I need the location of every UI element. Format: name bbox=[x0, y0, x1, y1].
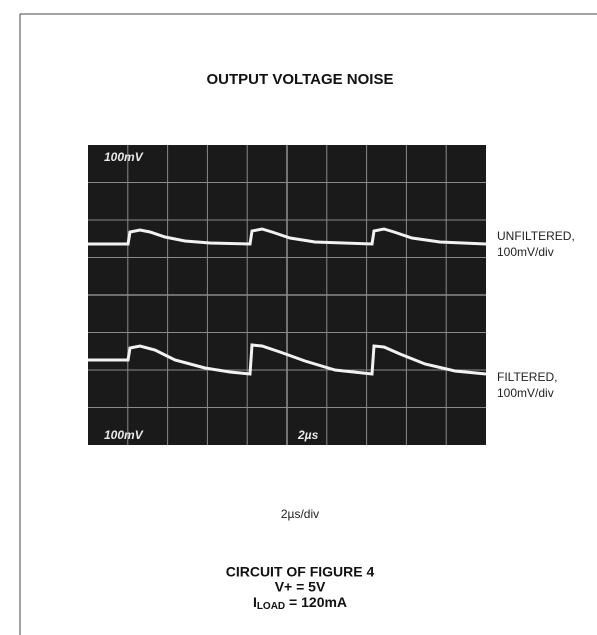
screen-label: 100mV bbox=[104, 428, 144, 442]
trace-scale: 100mV/div bbox=[497, 245, 554, 259]
x-axis-label: 2µs/div bbox=[281, 507, 319, 521]
unfiltered-trace bbox=[88, 227, 487, 246]
caption-load: ILOAD = 120mA bbox=[253, 594, 347, 612]
load-symbol: I bbox=[253, 594, 257, 610]
load-value: = 120mA bbox=[285, 594, 347, 610]
load-subscript: LOAD bbox=[257, 601, 285, 612]
filtered-trace bbox=[88, 343, 487, 376]
screen-label: 100mV bbox=[104, 150, 144, 164]
trace-scale: 100mV/div bbox=[497, 386, 554, 400]
scope-grid bbox=[88, 145, 486, 445]
figure-title: OUTPUT VOLTAGE NOISE bbox=[207, 71, 394, 88]
caption-supply: V+ = 5V bbox=[275, 579, 326, 595]
trace-label: FILTERED, bbox=[497, 370, 557, 384]
trace-label: UNFILTERED, bbox=[497, 229, 575, 243]
caption-circuit: CIRCUIT OF FIGURE 4 bbox=[226, 564, 375, 580]
screen-label: 2µs bbox=[297, 428, 319, 442]
